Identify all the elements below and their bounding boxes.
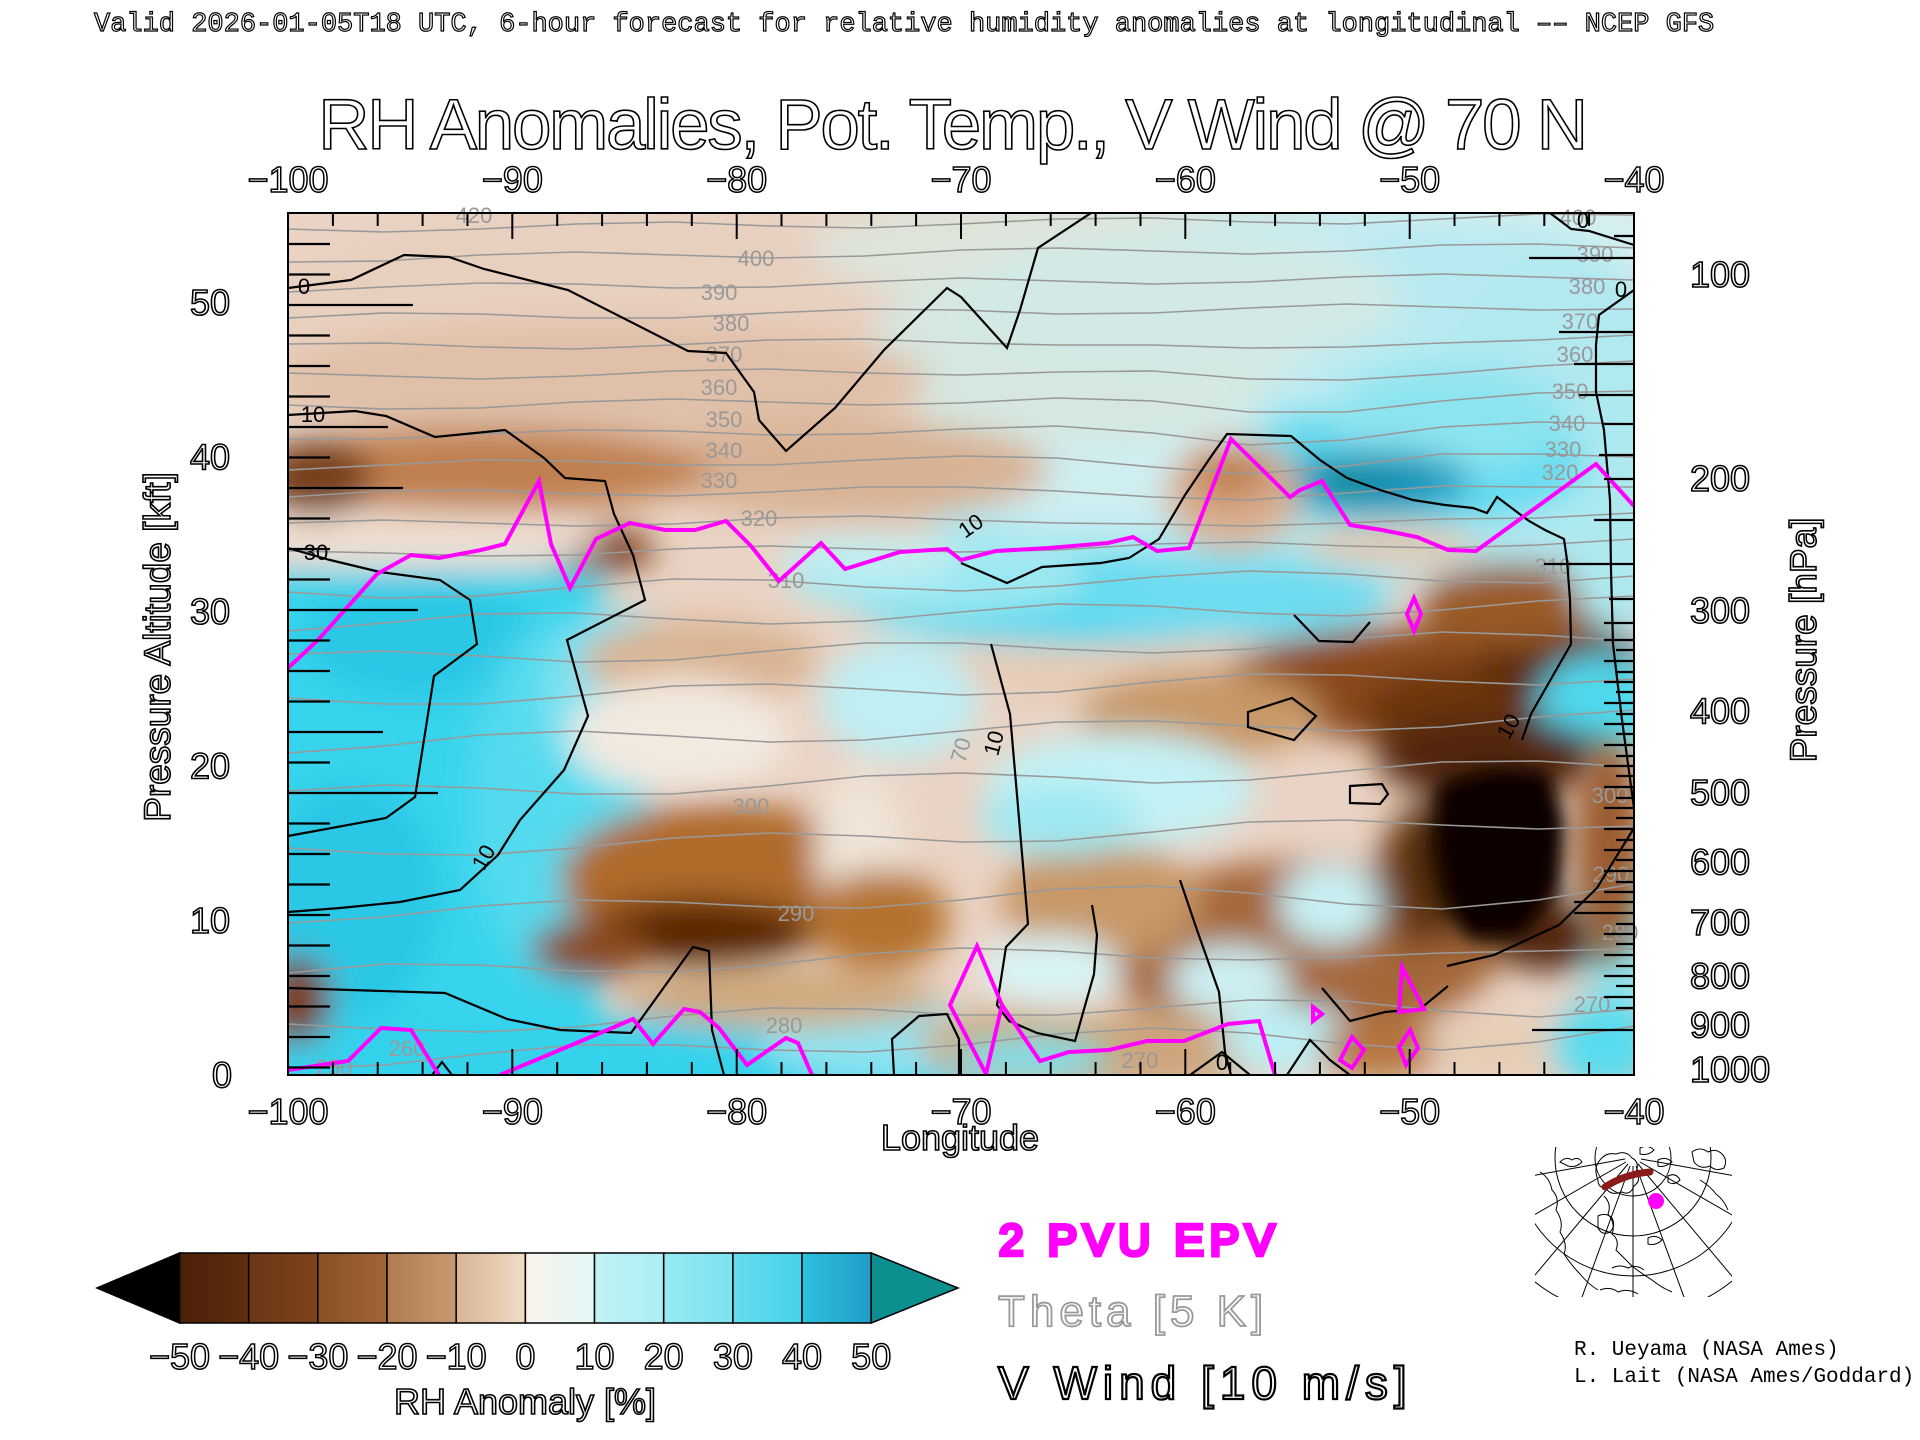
svg-text:0: 0 [212, 1055, 232, 1096]
svg-text:360: 360 [1557, 342, 1594, 367]
svg-text:100: 100 [1690, 254, 1750, 295]
svg-text:−30: −30 [287, 1336, 348, 1377]
svg-text:Theta [5 K]: Theta [5 K] [998, 1287, 1268, 1336]
svg-text:Pressure Altitude [kft]: Pressure Altitude [kft] [137, 472, 178, 822]
svg-text:−60: −60 [1155, 159, 1216, 200]
svg-text:200: 200 [1690, 458, 1750, 499]
svg-text:−90: −90 [482, 159, 543, 200]
svg-text:R. Ueyama (NASA Ames): R. Ueyama (NASA Ames) [1574, 1339, 1839, 1362]
svg-text:−20: −20 [356, 1336, 417, 1377]
svg-text:−70: −70 [930, 1091, 991, 1132]
svg-text:−50: −50 [1379, 1091, 1440, 1132]
svg-text:0: 0 [1577, 208, 1589, 233]
svg-text:0: 0 [1216, 1050, 1228, 1075]
svg-text:V Wind [10 m/s]: V Wind [10 m/s] [998, 1357, 1413, 1409]
svg-text:400: 400 [1690, 690, 1750, 731]
svg-text:−70: −70 [930, 159, 991, 200]
svg-text:370: 370 [1562, 309, 1599, 334]
svg-text:900: 900 [1690, 1004, 1750, 1045]
svg-text:340: 340 [706, 438, 743, 463]
svg-text:10: 10 [301, 402, 325, 427]
svg-text:Longitude: Longitude [881, 1117, 1039, 1158]
svg-text:−100: −100 [247, 159, 328, 200]
svg-text:350: 350 [1552, 379, 1589, 404]
svg-text:310: 310 [1535, 554, 1572, 579]
svg-text:20: 20 [190, 746, 230, 787]
svg-text:30: 30 [190, 591, 230, 632]
svg-text:0: 0 [515, 1336, 535, 1377]
svg-text:−80: −80 [706, 1091, 767, 1132]
svg-text:390: 390 [701, 280, 738, 305]
svg-text:−50: −50 [149, 1336, 210, 1377]
svg-text:−90: −90 [482, 1091, 543, 1132]
svg-text:50: 50 [190, 282, 230, 323]
svg-text:300: 300 [733, 794, 770, 819]
svg-text:500: 500 [1690, 772, 1750, 813]
svg-text:RH Anomaly [%]: RH Anomaly [%] [394, 1381, 656, 1422]
svg-text:50: 50 [851, 1336, 891, 1377]
svg-text:260: 260 [389, 1036, 426, 1061]
svg-text:40: 40 [782, 1336, 822, 1377]
svg-text:40: 40 [190, 437, 230, 478]
svg-text:360: 360 [701, 375, 738, 400]
svg-text:−40: −40 [1603, 159, 1664, 200]
svg-text:340: 340 [1549, 411, 1586, 436]
svg-text:−50: −50 [1379, 159, 1440, 200]
svg-text:400: 400 [738, 246, 775, 271]
svg-text:10: 10 [574, 1336, 614, 1377]
svg-text:330: 330 [701, 468, 738, 493]
svg-text:700: 700 [1690, 902, 1750, 943]
svg-text:330: 330 [1545, 437, 1582, 462]
svg-text:600: 600 [1690, 841, 1750, 882]
svg-text:−40: −40 [218, 1336, 279, 1377]
svg-text:380: 380 [1569, 274, 1606, 299]
svg-text:−60: −60 [1155, 1091, 1216, 1132]
svg-text:−80: −80 [706, 159, 767, 200]
svg-text:270: 270 [1574, 992, 1611, 1017]
svg-text:290: 290 [778, 901, 815, 926]
svg-text:−40: −40 [1603, 1091, 1664, 1132]
svg-text:10: 10 [190, 900, 230, 941]
svg-text:RH Anomalies, Pot. Temp., V Wi: RH Anomalies, Pot. Temp., V Wind @ 70 N [318, 86, 1585, 165]
svg-text:380: 380 [713, 311, 750, 336]
svg-text:420: 420 [456, 203, 493, 228]
svg-text:Pressure [hPa]: Pressure [hPa] [1783, 518, 1824, 763]
svg-text:280: 280 [766, 1013, 803, 1038]
svg-text:0: 0 [1615, 277, 1627, 302]
svg-text:30: 30 [304, 540, 328, 565]
svg-text:1000: 1000 [1690, 1049, 1770, 1090]
svg-text:800: 800 [1690, 956, 1750, 997]
svg-text:30: 30 [713, 1336, 753, 1377]
svg-text:320: 320 [741, 506, 778, 531]
svg-text:20: 20 [644, 1336, 684, 1377]
svg-text:L. Lait (NASA Ames/Goddard): L. Lait (NASA Ames/Goddard) [1574, 1366, 1914, 1389]
svg-text:300: 300 [1690, 590, 1750, 631]
svg-text:−100: −100 [247, 1091, 328, 1132]
svg-text:350: 350 [706, 407, 743, 432]
svg-text:370: 370 [706, 342, 743, 367]
svg-text:2 PVU EPV: 2 PVU EPV [999, 1216, 1280, 1265]
svg-text:390: 390 [1577, 242, 1614, 267]
svg-text:0: 0 [298, 274, 310, 299]
svg-text:Valid 2026-01-05T18 UTC, 6-hou: Valid 2026-01-05T18 UTC, 6-hour forecast… [94, 10, 1714, 40]
svg-text:−10: −10 [426, 1336, 487, 1377]
